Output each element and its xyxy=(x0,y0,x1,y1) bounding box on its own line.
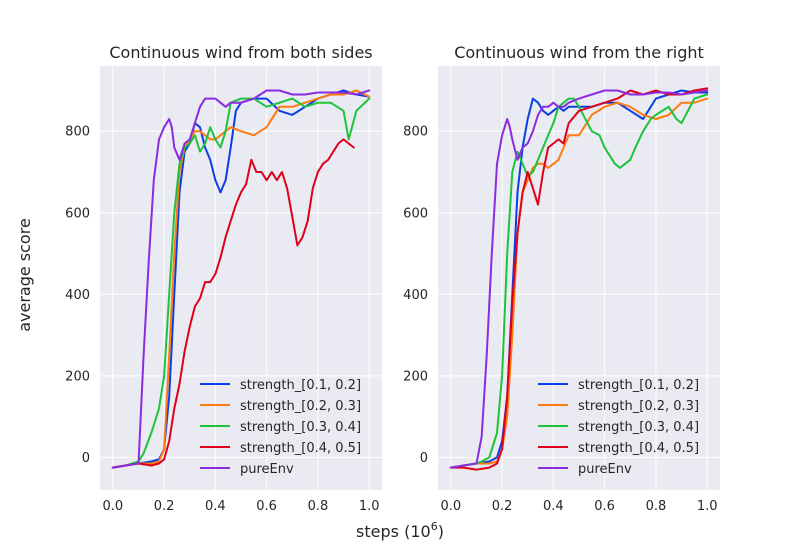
series-line xyxy=(111,138,355,469)
x-tick-label: 0.8 xyxy=(308,499,329,514)
series-line xyxy=(111,97,371,469)
y-tick-label: 800 xyxy=(403,125,428,140)
legend-entry: strength_[0.2, 0.3] xyxy=(240,399,361,414)
x-tick-label: 0.4 xyxy=(205,499,226,514)
legend: strength_[0.1, 0.2] strength_[0.2, 0.3] st… xyxy=(538,378,699,477)
x-tick-label: 0.6 xyxy=(594,499,615,514)
legend-entry: strength_[0.4, 0.5] xyxy=(240,441,361,456)
legend-entry: strength_[0.1, 0.2] xyxy=(578,378,699,393)
y-tick-label: 600 xyxy=(403,206,428,221)
series-group xyxy=(111,89,371,469)
legend-entry: strength_[0.3, 0.4] xyxy=(578,420,699,435)
legend-entry: strength_[0.4, 0.5] xyxy=(578,441,699,456)
y-tick-label: 400 xyxy=(65,288,90,303)
subplot-title: Continuous wind from the right xyxy=(454,43,704,62)
legend-entry: strength_[0.3, 0.4] xyxy=(240,420,361,435)
x-tick-label: 0.2 xyxy=(154,499,175,514)
x-tick-label: 0.0 xyxy=(102,499,123,514)
x-tick-label: 1.0 xyxy=(359,499,380,514)
x-tick-label: 0.8 xyxy=(646,499,667,514)
y-tick-label: 200 xyxy=(403,369,428,384)
series-line xyxy=(111,89,371,469)
series-line xyxy=(111,89,371,469)
y-tick-label: 600 xyxy=(65,206,90,221)
subplot-title: Continuous wind from both sides xyxy=(109,43,372,62)
series-group xyxy=(449,87,709,471)
legend-entry: strength_[0.2, 0.3] xyxy=(578,399,699,414)
legend-entry: strength_[0.1, 0.2] xyxy=(240,378,361,393)
y-tick-label: 800 xyxy=(65,125,90,140)
y-tick-label: 0 xyxy=(82,451,90,466)
series-line xyxy=(449,89,709,469)
x-axis-label: steps (106) xyxy=(356,520,444,541)
legend-entry: pureEnv xyxy=(578,462,632,477)
y-tick-label: 0 xyxy=(420,451,428,466)
x-tick-label: 0.0 xyxy=(440,499,461,514)
plot-area xyxy=(438,66,720,490)
x-tick-label: 1.0 xyxy=(697,499,718,514)
subplot-both-sides: 0.0 0.2 0.4 0.6 0.8 1.0 0 200 400 600 800 Continuou… xyxy=(65,43,382,514)
y-tick-label: 200 xyxy=(65,369,90,384)
series-line xyxy=(449,93,709,469)
subplot-right: 0.0 0.2 0.4 0.6 0.8 1.0 0 200 400 600 800 Continuou… xyxy=(403,43,720,514)
y-axis-label: average score xyxy=(15,218,34,332)
legend-entry: pureEnv xyxy=(240,462,294,477)
x-tick-label: 0.4 xyxy=(543,499,564,514)
y-tick-label: 400 xyxy=(403,288,428,303)
legend: strength_[0.1, 0.2] strength_[0.2, 0.3] st… xyxy=(200,378,361,477)
x-tick-label: 0.6 xyxy=(256,499,277,514)
x-tick-label: 0.2 xyxy=(492,499,513,514)
